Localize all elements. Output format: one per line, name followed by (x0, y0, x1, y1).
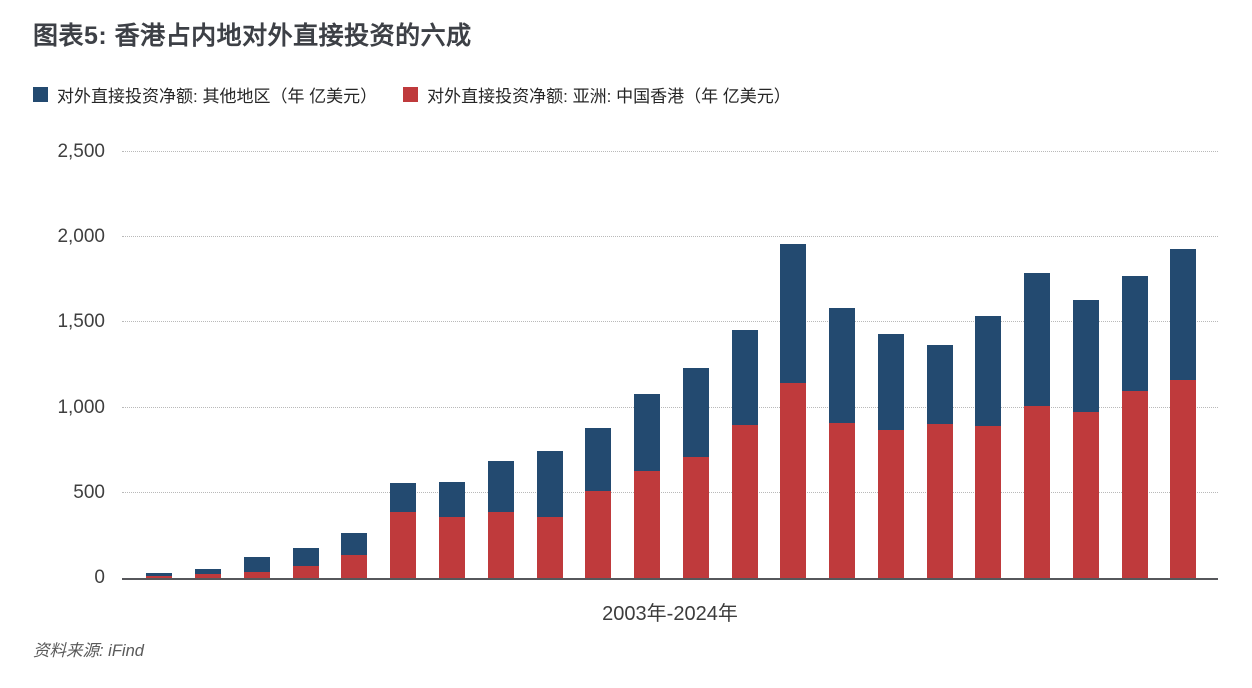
y-axis-tick-label: 0 (94, 567, 105, 588)
y-axis-tick-label: 2,500 (57, 141, 105, 162)
bar-2021 (1024, 152, 1051, 578)
y-axis-tick-label: 2,000 (57, 226, 105, 248)
bar-segment-other-2005 (243, 557, 270, 573)
bar-2019 (926, 152, 953, 578)
bar-segment-other-2004 (195, 568, 222, 574)
bar-segment-other-2019 (926, 344, 953, 424)
bar-segment-other-2009 (438, 481, 465, 518)
legend-label-hongkong: 对外直接投资净额: 亚洲: 中国香港（年 亿美元） (427, 87, 791, 106)
bar-segment-hongkong-2011 (536, 517, 563, 578)
legend-label-other-regions: 对外直接投资净额: 其他地区（年 亿美元） (57, 87, 378, 106)
bar-segment-other-2018 (877, 334, 904, 430)
bar-2008 (390, 152, 417, 578)
bar-segment-other-2024 (1170, 249, 1197, 380)
bar-2013 (634, 152, 661, 578)
bar-segment-other-2017 (829, 308, 856, 423)
bar-segment-other-2023 (1121, 275, 1148, 391)
bar-2003 (146, 152, 173, 578)
bar-segment-hongkong-2003 (146, 576, 173, 578)
bar-segment-other-2006 (292, 547, 319, 567)
bar-segment-hongkong-2012 (585, 490, 612, 578)
bar-segment-hongkong-2019 (926, 423, 953, 578)
gridline-500 (122, 491, 1218, 493)
x-axis-label: 2003年-2024年 (602, 603, 738, 625)
bar-segment-hongkong-2010 (487, 512, 514, 578)
plot-area (122, 151, 1218, 580)
y-axis-tick-label: 1,000 (57, 396, 105, 418)
bar-2023 (1121, 152, 1148, 578)
bar-segment-hongkong-2018 (877, 429, 904, 578)
bar-segment-other-2008 (390, 482, 417, 513)
bar-segment-other-2020 (975, 316, 1002, 427)
bar-segment-hongkong-2022 (1072, 411, 1099, 578)
bar-segment-other-2007 (341, 532, 368, 555)
bar-segment-hongkong-2017 (829, 422, 856, 578)
bar-segment-hongkong-2016 (780, 383, 807, 578)
bar-segment-other-2012 (585, 428, 612, 491)
bar-2015 (731, 152, 758, 578)
bar-2011 (536, 152, 563, 578)
bar-2010 (487, 152, 514, 578)
bar-2004 (195, 152, 222, 578)
bar-segment-hongkong-2009 (438, 517, 465, 578)
y-axis-labels: 0 500 1,000 1,500 2,000 2,500 (0, 141, 105, 588)
bar-segment-hongkong-2014 (682, 457, 709, 578)
bar-2018 (877, 152, 904, 578)
gridline-2500 (122, 151, 1218, 152)
bar-segment-other-2010 (487, 460, 514, 513)
bar-segment-other-2016 (780, 243, 807, 384)
bar-segment-hongkong-2024 (1170, 380, 1197, 578)
bar-segment-hongkong-2021 (1024, 405, 1051, 578)
legend: 对外直接投资净额: 其他地区（年 亿美元） 对外直接投资净额: 亚洲: 中国香港… (33, 82, 791, 107)
chart-title: 图表5: 香港占内地对外直接投资的六成 (33, 22, 472, 50)
bar-2024 (1170, 152, 1197, 578)
bar-2007 (341, 152, 368, 578)
bar-segment-hongkong-2008 (390, 512, 417, 578)
legend-swatch-hongkong-icon (403, 87, 419, 102)
y-axis-tick-label: 1,500 (57, 311, 105, 333)
bar-segment-other-2011 (536, 450, 563, 518)
legend-swatch-other-regions-icon (33, 87, 48, 102)
bar-2012 (585, 152, 612, 578)
bar-segment-other-2022 (1072, 300, 1099, 412)
legend-item-other-regions: 对外直接投资净额: 其他地区（年 亿美元） (33, 82, 377, 107)
bar-segment-hongkong-2023 (1121, 390, 1148, 578)
bar-segment-hongkong-2004 (195, 573, 222, 578)
bars (135, 152, 1208, 578)
bar-segment-other-2015 (731, 329, 758, 425)
bar-2009 (438, 152, 465, 578)
bar-2022 (1072, 152, 1099, 578)
bar-segment-hongkong-2006 (292, 566, 319, 578)
bar-segment-hongkong-2005 (243, 572, 270, 578)
bar-segment-other-2021 (1024, 273, 1051, 406)
bar-2016 (780, 152, 807, 578)
bar-segment-other-2003 (146, 573, 173, 577)
bar-segment-hongkong-2015 (731, 425, 758, 578)
gridline-2000 (122, 236, 1218, 238)
bar-segment-hongkong-2007 (341, 554, 368, 578)
y-axis-tick-label: 500 (73, 481, 105, 503)
bar-segment-hongkong-2020 (975, 426, 1002, 578)
gridline-1000 (122, 406, 1218, 408)
source-note: 资料来源: iFind (33, 642, 144, 660)
bar-2006 (292, 152, 319, 578)
gridline-1500 (122, 321, 1218, 323)
bar-segment-other-2013 (634, 394, 661, 471)
bar-2014 (682, 152, 709, 578)
bar-2005 (243, 152, 270, 578)
legend-item-hongkong: 对外直接投资净额: 亚洲: 中国香港（年 亿美元） (403, 82, 791, 107)
bar-segment-hongkong-2013 (634, 470, 661, 578)
bar-2020 (975, 152, 1002, 578)
bar-segment-other-2014 (682, 368, 709, 458)
bar-2017 (829, 152, 856, 578)
